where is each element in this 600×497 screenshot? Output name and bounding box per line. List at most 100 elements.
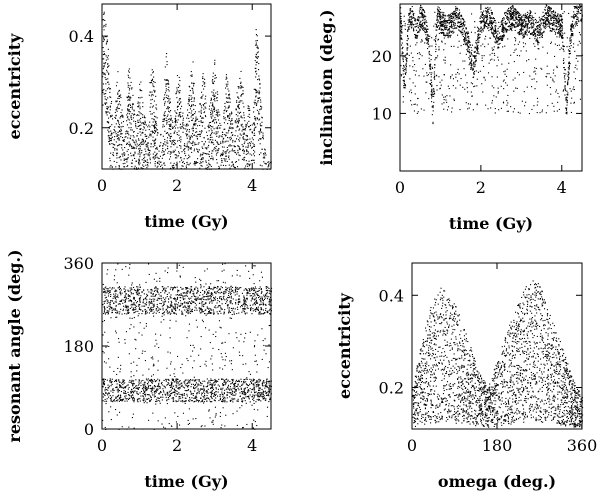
data-point xyxy=(575,7,577,9)
data-point xyxy=(483,76,485,78)
data-point xyxy=(474,70,476,72)
data-point xyxy=(183,158,185,160)
data-point xyxy=(515,17,517,19)
data-point xyxy=(243,151,245,153)
data-point xyxy=(171,309,173,311)
data-point xyxy=(549,7,551,9)
data-point xyxy=(451,111,453,113)
data-point xyxy=(526,23,528,25)
data-point xyxy=(530,33,532,35)
data-point xyxy=(145,129,147,131)
data-point xyxy=(202,152,204,154)
data-point xyxy=(450,45,452,47)
data-point xyxy=(447,34,449,36)
data-point xyxy=(530,26,532,28)
data-point xyxy=(530,19,532,21)
data-point xyxy=(220,143,222,145)
data-point xyxy=(558,25,560,27)
data-point xyxy=(563,11,565,13)
data-point xyxy=(491,52,493,54)
data-point xyxy=(249,153,251,155)
data-point xyxy=(141,150,143,152)
data-point xyxy=(153,305,155,307)
data-point xyxy=(261,121,263,123)
data-point xyxy=(166,79,168,81)
data-point xyxy=(477,30,479,32)
data-point xyxy=(169,125,171,127)
data-point xyxy=(558,108,560,110)
data-point xyxy=(225,78,227,80)
data-point xyxy=(144,117,146,119)
data-point xyxy=(161,399,163,401)
data-point xyxy=(210,116,212,118)
data-point xyxy=(244,299,246,301)
data-point xyxy=(107,129,109,131)
data-point xyxy=(427,28,429,30)
data-point xyxy=(432,123,434,125)
data-point xyxy=(446,32,448,34)
data-point xyxy=(502,27,504,29)
data-point xyxy=(160,134,162,136)
data-point xyxy=(467,31,469,33)
data-point xyxy=(164,290,166,292)
data-point xyxy=(471,49,473,51)
data-point xyxy=(255,34,257,36)
data-point xyxy=(513,14,515,16)
data-point xyxy=(121,126,123,128)
data-point xyxy=(255,67,257,69)
data-point xyxy=(461,22,463,24)
data-point xyxy=(210,110,212,112)
data-point xyxy=(139,97,141,99)
data-point xyxy=(532,31,534,33)
data-point xyxy=(157,420,159,422)
data-point xyxy=(401,27,403,29)
data-point xyxy=(120,133,122,135)
data-point xyxy=(537,28,539,30)
data-point xyxy=(261,116,263,118)
data-point xyxy=(215,119,217,121)
data-point xyxy=(536,31,538,33)
data-point xyxy=(144,135,146,137)
data-point xyxy=(122,125,124,127)
data-point xyxy=(488,8,490,10)
data-point xyxy=(400,21,402,23)
data-point xyxy=(102,47,104,49)
data-point xyxy=(209,164,211,166)
data-point xyxy=(507,38,509,40)
data-point xyxy=(166,122,168,124)
data-point xyxy=(491,85,493,87)
data-point xyxy=(135,167,137,169)
data-point xyxy=(524,21,526,23)
data-point xyxy=(230,290,232,292)
data-point xyxy=(193,85,195,87)
data-point xyxy=(258,139,260,141)
data-point xyxy=(103,62,105,64)
data-point xyxy=(506,104,508,106)
data-point xyxy=(132,135,134,137)
data-point xyxy=(121,147,123,149)
data-point xyxy=(169,128,171,130)
data-point xyxy=(414,20,416,22)
data-point xyxy=(128,76,130,78)
data-point xyxy=(566,107,568,109)
data-point xyxy=(177,294,179,296)
data-point xyxy=(513,15,515,17)
data-point xyxy=(143,123,145,125)
data-point xyxy=(162,297,164,299)
data-point xyxy=(435,23,437,25)
data-point xyxy=(450,31,452,33)
data-point xyxy=(539,34,541,36)
data-point xyxy=(200,97,202,99)
data-point xyxy=(400,23,402,25)
data-point xyxy=(109,112,111,114)
data-point xyxy=(409,25,411,27)
data-point xyxy=(568,73,570,75)
data-point xyxy=(503,32,505,34)
data-point xyxy=(536,97,538,99)
data-point xyxy=(558,96,560,98)
data-point xyxy=(105,102,107,104)
data-point xyxy=(502,25,504,27)
data-point xyxy=(544,28,546,30)
data-point xyxy=(439,10,441,12)
data-point xyxy=(155,399,157,401)
